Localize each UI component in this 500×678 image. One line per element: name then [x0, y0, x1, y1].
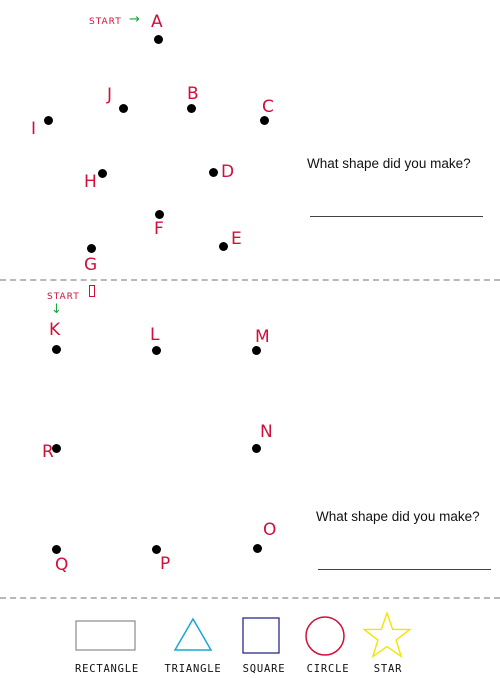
dot-g[interactable]	[87, 244, 96, 253]
point-label-g: G	[84, 255, 98, 275]
rectangle-icon	[75, 620, 136, 651]
point-label-j: J	[107, 85, 113, 105]
point-label-b: B	[187, 84, 199, 104]
answer-line[interactable]	[310, 216, 483, 217]
section-divider	[0, 597, 500, 599]
point-label-p: P	[160, 554, 171, 574]
dot-m[interactable]	[252, 346, 261, 355]
dot-h[interactable]	[98, 169, 107, 178]
point-label-m: M	[255, 327, 270, 347]
point-label-a: A	[151, 12, 163, 32]
point-label-o: O	[263, 520, 277, 540]
start-label: START	[89, 17, 122, 27]
dot-l[interactable]	[152, 346, 161, 355]
point-label-d: D	[221, 162, 235, 182]
section-divider	[0, 279, 500, 281]
legend-label-rectangle: RECTANGLE	[74, 663, 140, 675]
triangle-icon	[173, 617, 213, 651]
question-text: What shape did you make?	[316, 509, 480, 524]
start-arrow-icon: →	[129, 12, 140, 27]
legend-label-triangle: TRIANGLE	[164, 663, 222, 675]
point-label-f: F	[154, 219, 164, 239]
point-label-e: E	[231, 229, 242, 249]
answer-line[interactable]	[318, 569, 491, 570]
dot-e[interactable]	[219, 242, 228, 251]
square-icon	[242, 617, 280, 654]
dot-q[interactable]	[52, 545, 61, 554]
legend-shapes	[75, 610, 412, 659]
point-label-q: Q	[55, 555, 69, 575]
point-label-n: N	[260, 422, 273, 442]
dot-o[interactable]	[253, 544, 262, 553]
dot-p[interactable]	[152, 545, 161, 554]
dot-f[interactable]	[155, 210, 164, 219]
point-label-r: R	[42, 442, 54, 462]
legend-label-circle: CIRCLE	[306, 663, 350, 675]
dot-c[interactable]	[260, 116, 269, 125]
point-label-k: K	[49, 320, 61, 340]
start-marker-icon	[89, 285, 95, 297]
dot-d[interactable]	[209, 168, 218, 177]
dot-a[interactable]	[154, 35, 163, 44]
dot-k[interactable]	[52, 345, 61, 354]
dot-i[interactable]	[44, 116, 53, 125]
dot-n[interactable]	[252, 444, 261, 453]
start-label: START	[47, 292, 80, 302]
star-icon	[362, 610, 412, 659]
dot-j[interactable]	[119, 104, 128, 113]
legend-label-square: SQUARE	[242, 663, 286, 675]
question-text: What shape did you make?	[307, 156, 471, 171]
point-label-c: C	[262, 97, 274, 117]
dot-b[interactable]	[187, 104, 196, 113]
dot-r[interactable]	[52, 444, 61, 453]
legend-label-star: STAR	[373, 663, 403, 675]
point-label-h: H	[84, 172, 97, 192]
circle-icon	[305, 616, 345, 656]
start-arrow-down-icon: ↓	[51, 302, 62, 317]
point-label-l: L	[150, 325, 160, 345]
point-label-i: I	[31, 119, 37, 139]
